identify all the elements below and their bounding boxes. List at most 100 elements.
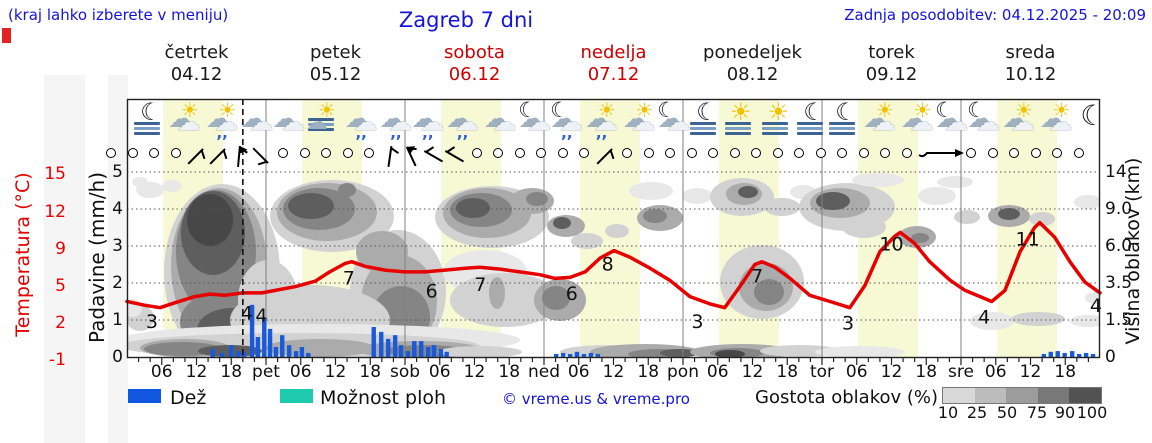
menu-hint[interactable]: (kraj lahko izberete v meniju) xyxy=(8,6,229,24)
copyright-link[interactable]: © vreme.us & vreme.pro xyxy=(502,390,690,408)
cloud-icon: ☁ xyxy=(492,108,517,136)
wind-barb-icon xyxy=(423,146,443,163)
cloud-blob xyxy=(998,208,1020,220)
gridlines xyxy=(127,99,1100,358)
wind-barb-icon xyxy=(596,148,614,165)
cloud-icon: ☁ xyxy=(411,104,438,134)
moon-icon: ☾ xyxy=(935,98,955,122)
x-label-hour: 06 xyxy=(845,362,868,382)
cloud-density-label: Gostota oblakov (%) xyxy=(755,387,939,408)
wind-calm-icon xyxy=(815,148,826,158)
cloud-icon: ☁ xyxy=(967,104,994,134)
x-label-hour: 18 xyxy=(359,362,382,382)
cloud-icon: ☁ xyxy=(900,104,927,134)
cloud-icon: ☁ xyxy=(454,108,479,136)
weather-icon-cloud-drizzle: ☁ ☁,, xyxy=(444,100,482,142)
temperature-value: 3 xyxy=(842,312,854,334)
rain-bar xyxy=(567,354,573,357)
rain-bar xyxy=(1083,352,1089,357)
x-label-day: pet xyxy=(252,362,280,382)
cloud-blob xyxy=(842,216,886,238)
wind-calm-icon xyxy=(364,148,374,158)
sun-icon: ☀ xyxy=(729,98,752,126)
wind-calm-icon xyxy=(665,148,675,158)
chart-shape xyxy=(423,150,443,163)
chart-shape xyxy=(444,150,465,163)
precip-tick-label: 5 xyxy=(112,162,123,182)
day-date: 09.12 xyxy=(865,64,918,85)
temp-tick-label: 9 xyxy=(55,239,66,259)
fog-icon xyxy=(134,127,161,130)
weather-icon-cloud: ☁ ☁ xyxy=(481,100,519,142)
cloud-blob xyxy=(438,346,522,358)
rain-bar xyxy=(1070,351,1075,357)
cloud-icon: ☁ xyxy=(657,104,684,134)
cloud-icon: ☁ xyxy=(445,104,472,134)
wind-calm-icon xyxy=(536,148,546,158)
moon-icon: ☾ xyxy=(657,98,677,122)
x-label-day: tor xyxy=(809,362,835,382)
rain-bar xyxy=(293,351,299,357)
weather-icon-sun-fog: ☀ xyxy=(722,100,760,142)
fog-icon xyxy=(762,132,789,135)
wind-calm-icon xyxy=(579,148,589,158)
wind-calm-icon xyxy=(1030,148,1041,158)
cloud-icon: ☁ xyxy=(935,104,962,134)
day-header: ponedeljek 08.12 xyxy=(683,42,822,88)
sun-icon: ☀ xyxy=(180,98,199,122)
rain-bar xyxy=(444,351,449,357)
fog-icon xyxy=(829,132,856,135)
x-label-hour: 06 xyxy=(706,362,729,382)
rain-bar xyxy=(306,352,311,357)
wind-calm-icon xyxy=(987,148,998,158)
day-date: 06.12 xyxy=(448,64,501,85)
x-label-day: sre xyxy=(948,362,974,382)
fog-icon xyxy=(690,127,717,130)
rain-bar xyxy=(1055,351,1060,357)
drizzle-icon: ,, xyxy=(216,124,228,142)
chart-shape xyxy=(386,145,392,168)
moon-icon: ☾ xyxy=(550,98,569,122)
wind-calm-icon xyxy=(106,148,116,158)
x-label-hour: 12 xyxy=(602,362,625,382)
cloud-blob xyxy=(456,198,490,218)
cloud-icon: ☁ xyxy=(344,104,371,134)
cloud-blob xyxy=(852,173,904,187)
weather-icon-sun-cloud: ☀ ☁ ☁ xyxy=(620,100,658,142)
weather-icon-cloud-drizzle: ☁ ☁,, xyxy=(409,100,447,142)
chart-shape xyxy=(239,146,248,155)
rain-bar xyxy=(405,351,411,357)
cloud-icon: ☁ xyxy=(631,108,656,136)
cloud-blob xyxy=(1085,292,1100,304)
weather-icon-cloud: ☁ ☁ xyxy=(270,100,308,142)
cloud-icon: ☁ xyxy=(240,104,267,134)
density-value: 75 xyxy=(1026,403,1048,422)
weather-icon-moon-fog: ☾ xyxy=(131,100,169,142)
cloud-icon: ☁ xyxy=(176,108,201,136)
cloud-icon: ☁ xyxy=(167,104,194,134)
day-header: torek 09.12 xyxy=(822,42,961,88)
wind-calm-icon xyxy=(880,148,890,158)
temp-tick-label: -1 xyxy=(49,350,66,370)
temp-tick-label: 15 xyxy=(44,164,66,184)
cloud-blob xyxy=(954,210,980,224)
cloud-blob xyxy=(1011,312,1065,326)
cloud-density-gradient xyxy=(942,387,1102,404)
rain-bar xyxy=(581,354,587,357)
wind-calm-icon xyxy=(342,148,353,158)
x-label-hour: 06 xyxy=(984,362,1007,382)
density-gradient-segment xyxy=(1069,388,1101,403)
cloud-blob xyxy=(162,180,182,192)
temperature-value: 4 xyxy=(255,305,267,327)
rain-bar xyxy=(236,351,241,357)
wind-calm-icon xyxy=(966,148,976,158)
rain-bar xyxy=(371,327,376,357)
cloud-blob xyxy=(918,187,956,205)
density-value: 100 xyxy=(1076,403,1108,422)
weather-icon-sun-cloud-drizzle: ☀ ☁ ☁,, xyxy=(583,100,621,142)
fog-icon xyxy=(134,122,161,125)
x-label-hour: 12 xyxy=(880,362,903,382)
wind-calm-icon xyxy=(1073,148,1084,158)
drizzle-icon: ,, xyxy=(355,124,367,142)
wind-calm-icon xyxy=(622,148,632,158)
